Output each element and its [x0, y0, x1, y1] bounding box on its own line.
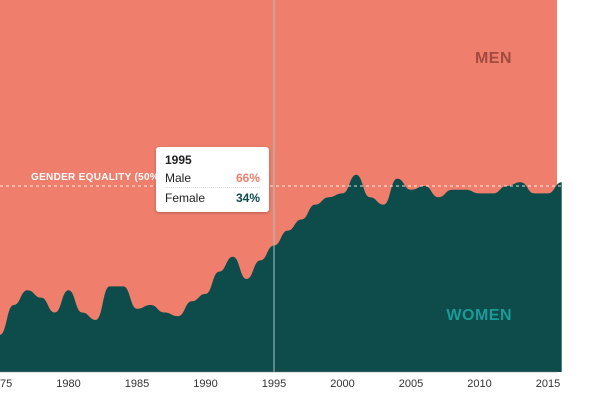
x-tick-label: 2005 — [399, 378, 423, 390]
x-tick-label: 1995 — [262, 378, 286, 390]
tooltip-male-label: Male — [165, 171, 192, 185]
tooltip-female-row: Female 34% — [165, 189, 260, 207]
tooltip-male-value: 66% — [235, 171, 260, 185]
x-tick-label: 2010 — [467, 378, 491, 390]
x-tick-label: 2000 — [330, 378, 354, 390]
women-label: WOMEN — [446, 307, 512, 324]
x-tick-label: 75 — [0, 378, 12, 390]
x-tick-label: 1985 — [125, 378, 149, 390]
gender-equality-label: GENDER EQUALITY (50%) — [31, 172, 163, 183]
men-label: MEN — [475, 50, 512, 67]
tooltip-female-value: 34% — [235, 191, 260, 205]
tooltip-year: 1995 — [165, 153, 192, 167]
women-area — [0, 174, 562, 372]
x-tick-label: 2015 — [536, 378, 560, 390]
tooltip-male-row: Male 66% — [165, 169, 260, 188]
x-axis: 75 1980 1985 1990 1995 2000 2005 2010 2015 — [0, 378, 560, 390]
tooltip-female-label: Female — [165, 191, 206, 205]
x-tick-label: 1980 — [56, 378, 80, 390]
hover-tooltip: 1995 Male 66% Female 34% — [156, 147, 269, 212]
x-tick-label: 1990 — [193, 378, 217, 390]
